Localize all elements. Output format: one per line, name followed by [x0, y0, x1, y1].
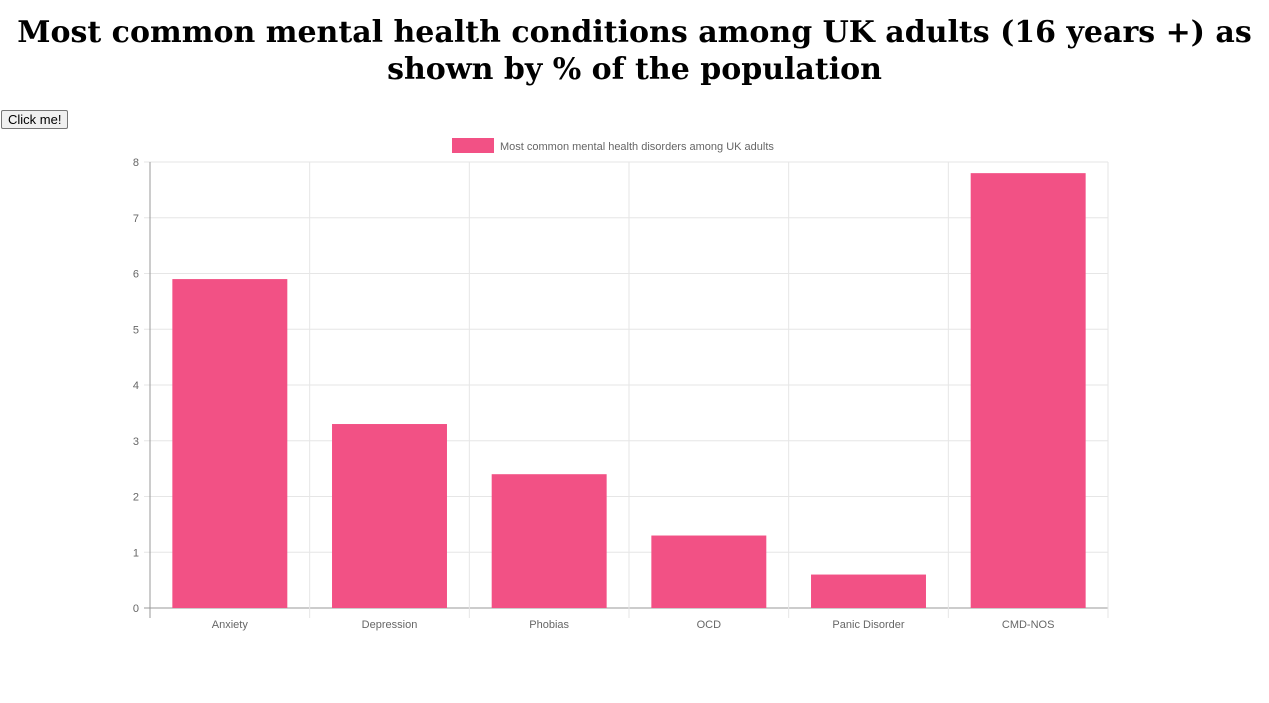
- y-tick-label: 6: [133, 269, 139, 281]
- bar-depression[interactable]: [332, 424, 447, 608]
- page-title: Most common mental health conditions amo…: [17, 15, 1252, 87]
- y-tick-label: 8: [133, 157, 139, 169]
- x-tick-label: Phobias: [529, 619, 569, 631]
- legend-swatch: [452, 138, 494, 153]
- y-tick-label: 1: [133, 547, 139, 559]
- y-tick-label: 7: [133, 213, 139, 225]
- chart-container: Most common mental health disorders amon…: [0, 130, 1269, 640]
- legend-label: Most common mental health disorders amon…: [500, 141, 774, 153]
- y-tick-label: 4: [133, 380, 139, 392]
- bar-phobias[interactable]: [491, 474, 607, 608]
- legend: Most common mental health disorders amon…: [452, 138, 774, 153]
- axes: 0 1 2 3 4 5 6 7 8 Anxiety Depression Phobias OCD Pani…: [133, 157, 1055, 631]
- bar-cmd-nos[interactable]: [970, 173, 1086, 608]
- x-tick-label: OCD: [697, 619, 722, 631]
- x-tick-label: CMD-NOS: [1002, 619, 1055, 631]
- y-tick-label: 2: [133, 492, 139, 504]
- grid: [144, 161, 1109, 618]
- bars: [172, 173, 1086, 608]
- y-tick-label: 5: [133, 324, 139, 336]
- x-tick-label: Depression: [362, 619, 418, 631]
- x-tick-label: Panic Disorder: [832, 619, 904, 631]
- y-tick-label: 3: [133, 436, 139, 448]
- x-tick-label: Anxiety: [212, 619, 249, 631]
- bar-ocd[interactable]: [651, 535, 767, 608]
- bar-panic-disorder[interactable]: [811, 574, 926, 608]
- click-me-button[interactable]: Click me!: [1, 110, 69, 129]
- bar-chart: Most common mental health disorders amon…: [133, 138, 1109, 631]
- y-tick-label: 0: [133, 603, 139, 615]
- bar-anxiety[interactable]: [172, 279, 288, 608]
